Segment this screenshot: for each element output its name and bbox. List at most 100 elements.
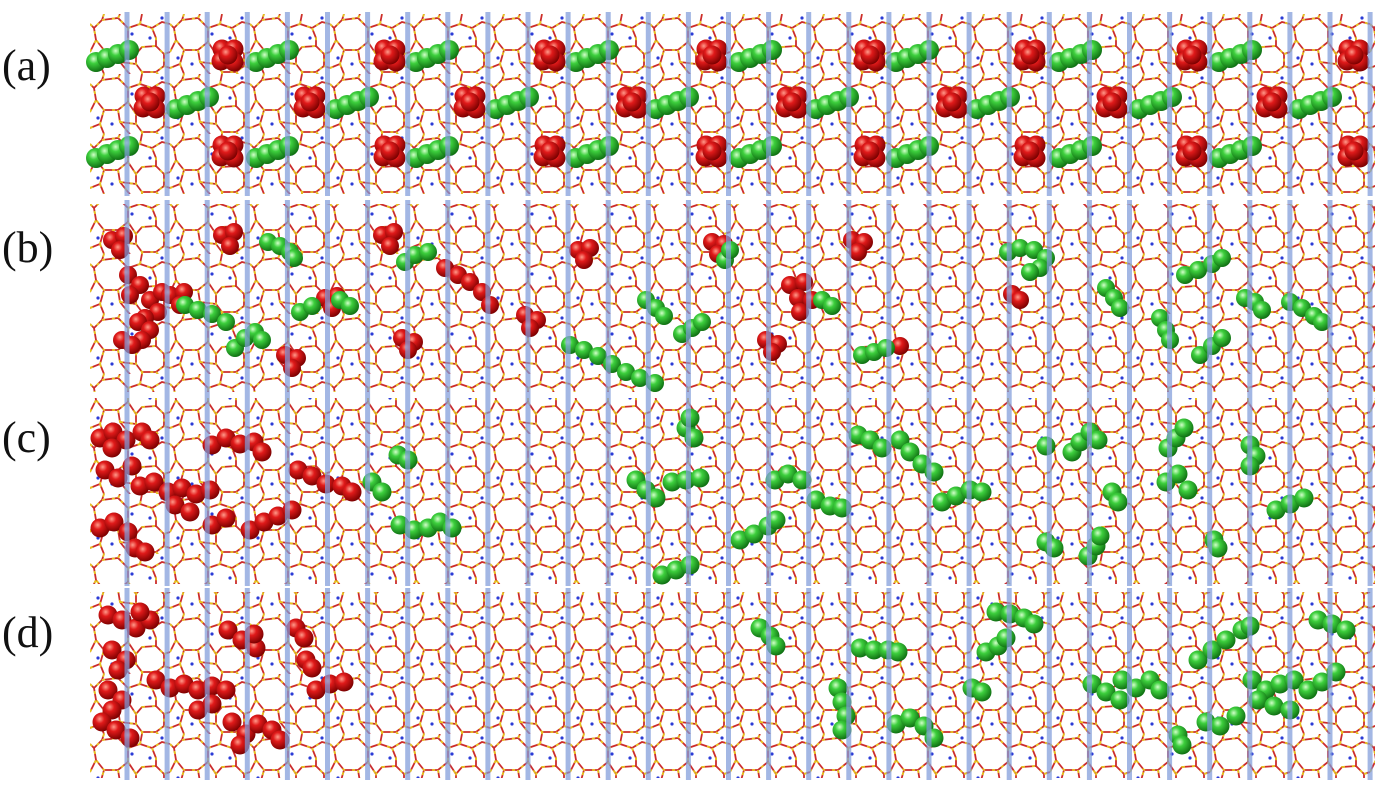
red-molecule-atom bbox=[246, 638, 266, 658]
channel-line bbox=[525, 394, 531, 586]
zeolite-framework bbox=[90, 204, 1375, 392]
channel-line bbox=[124, 394, 130, 586]
green-molecule-atom bbox=[341, 297, 359, 315]
green-molecule-atom bbox=[1168, 464, 1188, 484]
red-molecule-atom bbox=[98, 680, 118, 700]
green-molecule-atom bbox=[900, 442, 920, 462]
red-molecule-atom bbox=[230, 434, 250, 454]
channel-line bbox=[645, 12, 651, 196]
red-molecule bbox=[92, 712, 140, 748]
channel-line bbox=[846, 394, 852, 586]
green-molecule-atom bbox=[1248, 690, 1268, 710]
red-molecule-atom bbox=[1182, 141, 1202, 161]
red-molecule-atom bbox=[540, 45, 560, 65]
green-molecule bbox=[1129, 87, 1182, 119]
red-molecule bbox=[695, 135, 728, 168]
red-molecule bbox=[286, 618, 314, 648]
channel-line bbox=[1086, 200, 1092, 394]
red-molecule bbox=[533, 39, 566, 72]
red-molecule bbox=[332, 476, 362, 502]
channel-line bbox=[1287, 394, 1293, 586]
channel-line bbox=[1327, 394, 1333, 586]
channel-line bbox=[565, 588, 571, 780]
green-molecule bbox=[1102, 482, 1128, 512]
green-molecule-atom bbox=[986, 602, 1006, 622]
red-molecule bbox=[533, 135, 566, 168]
green-molecule-atom bbox=[1111, 299, 1129, 317]
green-molecule-atom bbox=[617, 363, 635, 381]
channel-line bbox=[244, 200, 250, 394]
channel-line bbox=[1086, 12, 1092, 196]
channel-line bbox=[645, 588, 651, 780]
channel-line bbox=[485, 394, 491, 586]
red-molecule-atom bbox=[146, 670, 166, 690]
green-molecule-atom bbox=[900, 708, 920, 728]
red-molecule-atom bbox=[294, 628, 314, 648]
red-molecule-atom bbox=[140, 430, 160, 450]
channel-line bbox=[685, 588, 691, 780]
green-molecule-atom bbox=[1036, 436, 1056, 456]
channel-line bbox=[284, 588, 290, 780]
green-molecule-atom bbox=[1336, 620, 1356, 640]
red-molecule-atom bbox=[385, 223, 403, 241]
green-molecule bbox=[291, 297, 321, 321]
green-molecule-atom bbox=[1090, 526, 1110, 546]
channel-line bbox=[1247, 12, 1253, 196]
panel-c: (c) bbox=[2, 394, 1375, 586]
panel-label-c: (c) bbox=[2, 413, 51, 462]
channel-line bbox=[766, 12, 772, 196]
channel-line bbox=[1167, 394, 1173, 586]
panel-a: (a) bbox=[2, 12, 1375, 196]
panel-label-a: (a) bbox=[2, 41, 51, 90]
red-molecule-atom bbox=[130, 602, 150, 622]
green-molecule bbox=[86, 40, 139, 72]
red-molecule-atom bbox=[104, 512, 124, 532]
channel-line bbox=[1207, 200, 1213, 394]
red-molecule-atom bbox=[702, 141, 722, 161]
green-molecule-atom bbox=[766, 510, 786, 530]
channel-line bbox=[1086, 588, 1092, 780]
red-molecule bbox=[1175, 39, 1208, 72]
green-molecule-atom bbox=[575, 341, 593, 359]
green-molecule-atom bbox=[1210, 716, 1230, 736]
green-molecule-atom bbox=[1021, 263, 1039, 281]
channel-line bbox=[244, 12, 250, 196]
red-molecule-atom bbox=[1102, 92, 1122, 112]
channel-line bbox=[284, 200, 290, 394]
green-molecule-atom bbox=[1226, 706, 1246, 726]
channel-line bbox=[365, 588, 371, 780]
channel-line bbox=[164, 12, 170, 196]
green-molecule-atom bbox=[1172, 735, 1192, 755]
red-molecule bbox=[125, 538, 155, 562]
red-molecule-atom bbox=[108, 468, 128, 488]
red-molecule-atom bbox=[222, 712, 242, 732]
green-molecule-atom bbox=[1088, 430, 1108, 450]
green-molecule-atom bbox=[1108, 492, 1128, 512]
red-molecule-atom bbox=[342, 482, 362, 502]
red-molecule-atom bbox=[302, 658, 322, 678]
green-molecule bbox=[1036, 436, 1056, 456]
red-molecule bbox=[211, 39, 244, 72]
red-molecule-atom bbox=[860, 45, 880, 65]
green-molecule-atom bbox=[1188, 650, 1208, 670]
channel-line bbox=[405, 200, 411, 394]
channel-line bbox=[1046, 200, 1052, 394]
channel-line bbox=[886, 12, 892, 196]
green-molecule bbox=[1266, 488, 1314, 520]
red-molecule-atom bbox=[1344, 45, 1364, 65]
red-molecule-atom bbox=[791, 303, 809, 321]
red-molecule bbox=[1337, 135, 1370, 168]
channel-line bbox=[685, 394, 691, 586]
green-molecule-atom bbox=[762, 136, 782, 156]
red-molecule bbox=[373, 39, 406, 72]
red-molecule bbox=[373, 135, 406, 168]
green-molecule-atom bbox=[631, 369, 649, 387]
panel-b: (b) bbox=[2, 200, 1375, 394]
red-molecule bbox=[293, 86, 326, 119]
channel-line bbox=[204, 200, 210, 394]
green-molecule-atom bbox=[655, 307, 673, 325]
red-molecule-atom bbox=[218, 620, 238, 640]
red-molecule-atom bbox=[216, 680, 236, 700]
red-molecule-atom bbox=[218, 45, 238, 65]
green-molecule-atom bbox=[1082, 136, 1102, 156]
